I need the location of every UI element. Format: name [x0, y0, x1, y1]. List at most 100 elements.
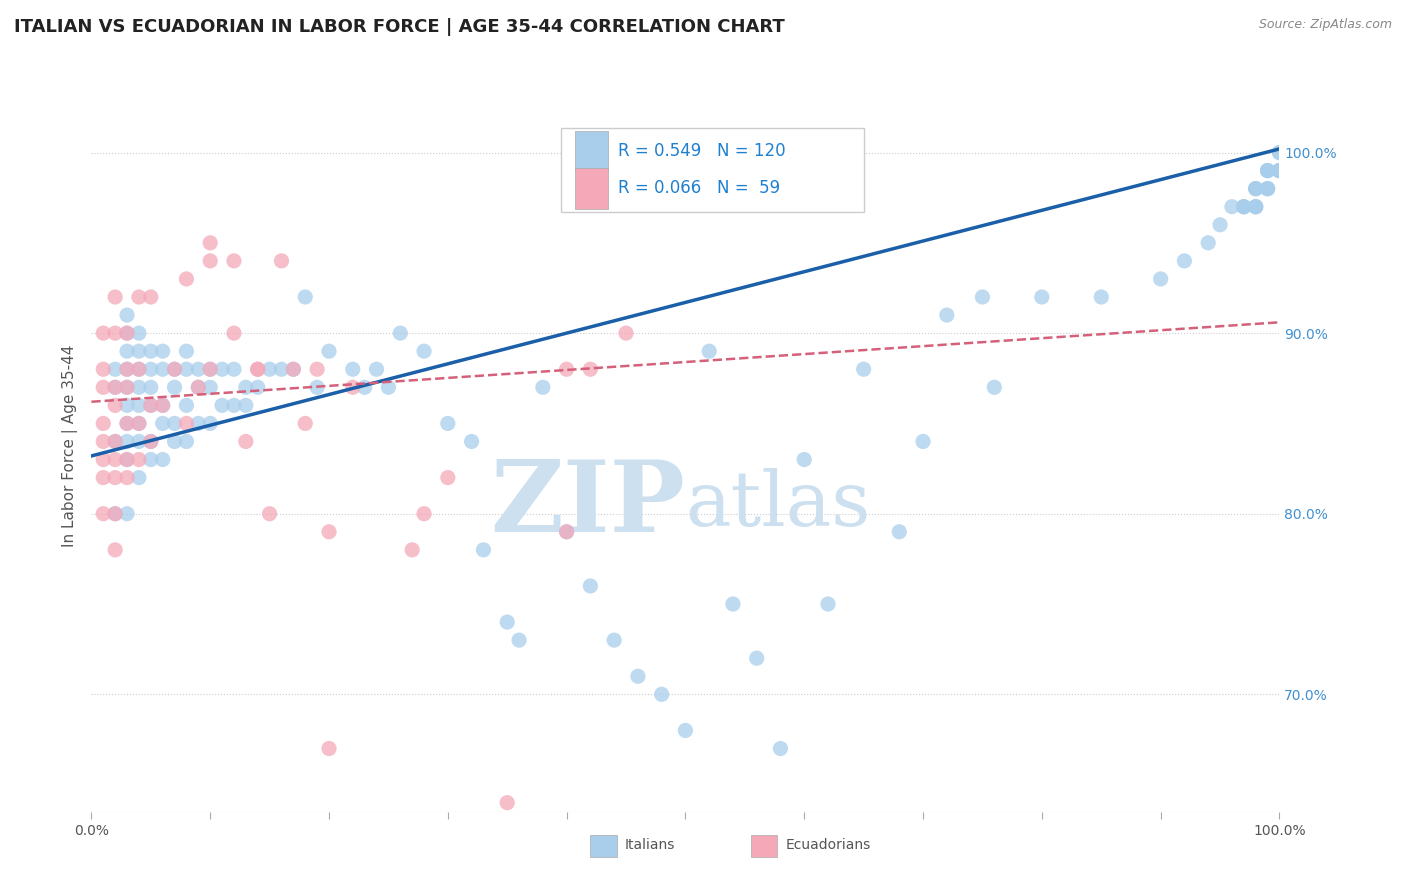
Point	[91, 434, 114, 449]
Point	[115, 362, 138, 376]
Text: ZIP: ZIP	[491, 456, 685, 553]
Point	[1244, 200, 1267, 214]
Point	[128, 470, 150, 484]
Point	[104, 362, 127, 376]
Point	[246, 362, 269, 376]
Point	[1268, 163, 1291, 178]
Point	[115, 470, 138, 484]
Point	[115, 362, 138, 376]
Point	[389, 326, 412, 340]
Point	[152, 362, 174, 376]
Point	[104, 507, 127, 521]
Bar	[575, 169, 609, 209]
Point	[211, 398, 233, 412]
Point	[200, 417, 222, 431]
Point	[115, 417, 138, 431]
Point	[246, 380, 269, 394]
Point	[115, 452, 138, 467]
Point	[270, 362, 292, 376]
Point	[745, 651, 768, 665]
Point	[139, 380, 162, 394]
Point	[721, 597, 744, 611]
Point	[222, 326, 245, 340]
Text: ITALIAN VS ECUADORIAN IN LABOR FORCE | AGE 35-44 CORRELATION CHART: ITALIAN VS ECUADORIAN IN LABOR FORCE | A…	[14, 18, 785, 36]
Point	[508, 633, 530, 648]
Point	[1257, 181, 1279, 195]
Point	[270, 253, 292, 268]
Point	[307, 380, 329, 394]
Point	[283, 362, 305, 376]
Point	[697, 344, 720, 359]
Point	[139, 344, 162, 359]
Point	[983, 380, 1005, 394]
Point	[1233, 200, 1256, 214]
Text: Source: ZipAtlas.com: Source: ZipAtlas.com	[1258, 18, 1392, 31]
Point	[889, 524, 911, 539]
Point	[115, 380, 138, 394]
Point	[555, 524, 578, 539]
Point	[294, 417, 316, 431]
Point	[176, 417, 198, 431]
Point	[200, 362, 222, 376]
Point	[1268, 163, 1291, 178]
Point	[222, 253, 245, 268]
Point	[139, 398, 162, 412]
Point	[1209, 218, 1232, 232]
Point	[91, 470, 114, 484]
Point	[115, 326, 138, 340]
Text: Ecuadorians: Ecuadorians	[785, 838, 870, 852]
Point	[342, 380, 364, 394]
Text: Italians: Italians	[624, 838, 675, 852]
Point	[187, 380, 209, 394]
Point	[91, 380, 114, 394]
Text: R = 0.549   N = 120: R = 0.549 N = 120	[617, 143, 786, 161]
Point	[246, 362, 269, 376]
Point	[318, 524, 340, 539]
Point	[104, 398, 127, 412]
Point	[911, 434, 934, 449]
Point	[353, 380, 375, 394]
Point	[104, 452, 127, 467]
Point	[200, 253, 222, 268]
Point	[1244, 181, 1267, 195]
Y-axis label: In Labor Force | Age 35-44: In Labor Force | Age 35-44	[62, 345, 77, 547]
Point	[294, 290, 316, 304]
Point	[104, 434, 127, 449]
Point	[259, 362, 281, 376]
Point	[531, 380, 554, 394]
Point	[1257, 181, 1279, 195]
Point	[176, 434, 198, 449]
Point	[115, 452, 138, 467]
Point	[187, 417, 209, 431]
Point	[152, 398, 174, 412]
Point	[1257, 163, 1279, 178]
Point	[1268, 163, 1291, 178]
Point	[1268, 145, 1291, 160]
Point	[436, 417, 458, 431]
Point	[1268, 163, 1291, 178]
Point	[163, 362, 186, 376]
Point	[139, 434, 162, 449]
Point	[496, 615, 519, 629]
Point	[128, 344, 150, 359]
Point	[211, 362, 233, 376]
Point	[1149, 272, 1171, 286]
Point	[128, 398, 150, 412]
Bar	[591, 835, 616, 857]
Point	[139, 362, 162, 376]
Point	[366, 362, 388, 376]
Point	[115, 417, 138, 431]
Text: atlas: atlas	[685, 467, 870, 541]
Point	[1244, 200, 1267, 214]
Point	[91, 417, 114, 431]
Point	[555, 524, 578, 539]
Point	[1268, 163, 1291, 178]
Point	[318, 741, 340, 756]
Point	[307, 362, 329, 376]
Point	[200, 235, 222, 250]
Point	[152, 398, 174, 412]
Point	[235, 434, 257, 449]
Point	[1173, 253, 1195, 268]
Point	[283, 362, 305, 376]
Point	[460, 434, 482, 449]
